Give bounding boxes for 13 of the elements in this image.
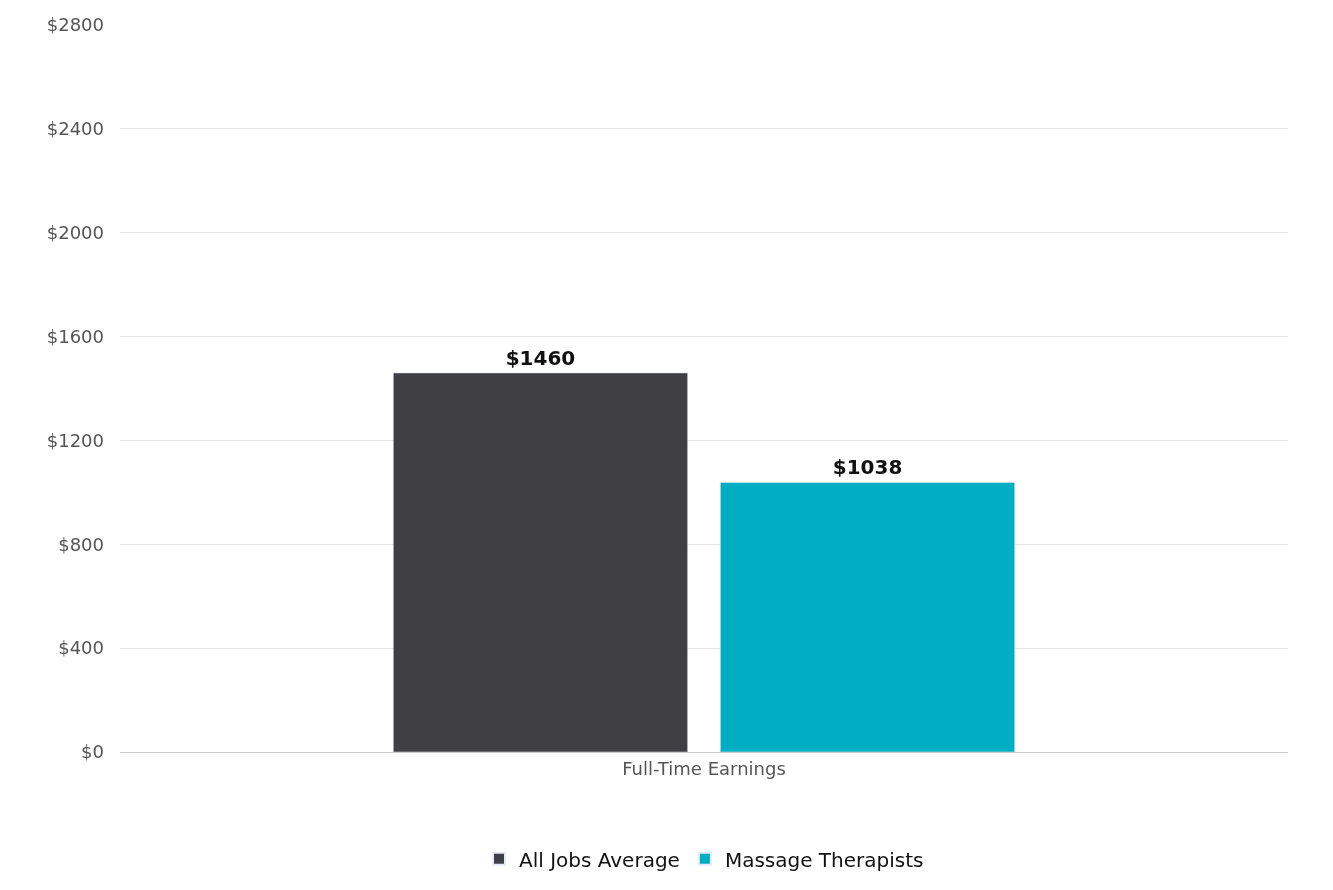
y-tick-label: $800 — [58, 533, 104, 555]
legend-label: All Jobs Average — [519, 847, 680, 872]
y-tick-label: $2800 — [46, 14, 104, 36]
x-tick-label: Full-Time Earnings — [622, 757, 786, 779]
legend-label: Massage Therapists — [724, 847, 924, 872]
data-label: $1460 — [505, 345, 576, 370]
y-tick-label: $2400 — [46, 118, 104, 140]
data-label: $1038 — [832, 455, 903, 480]
y-tick-label: $2000 — [46, 222, 104, 244]
y-tick-label: $400 — [58, 637, 104, 659]
y-tick-label: $0 — [81, 741, 104, 763]
y-tick-label: $1200 — [46, 429, 104, 451]
y-tick-label: $1600 — [46, 325, 104, 347]
